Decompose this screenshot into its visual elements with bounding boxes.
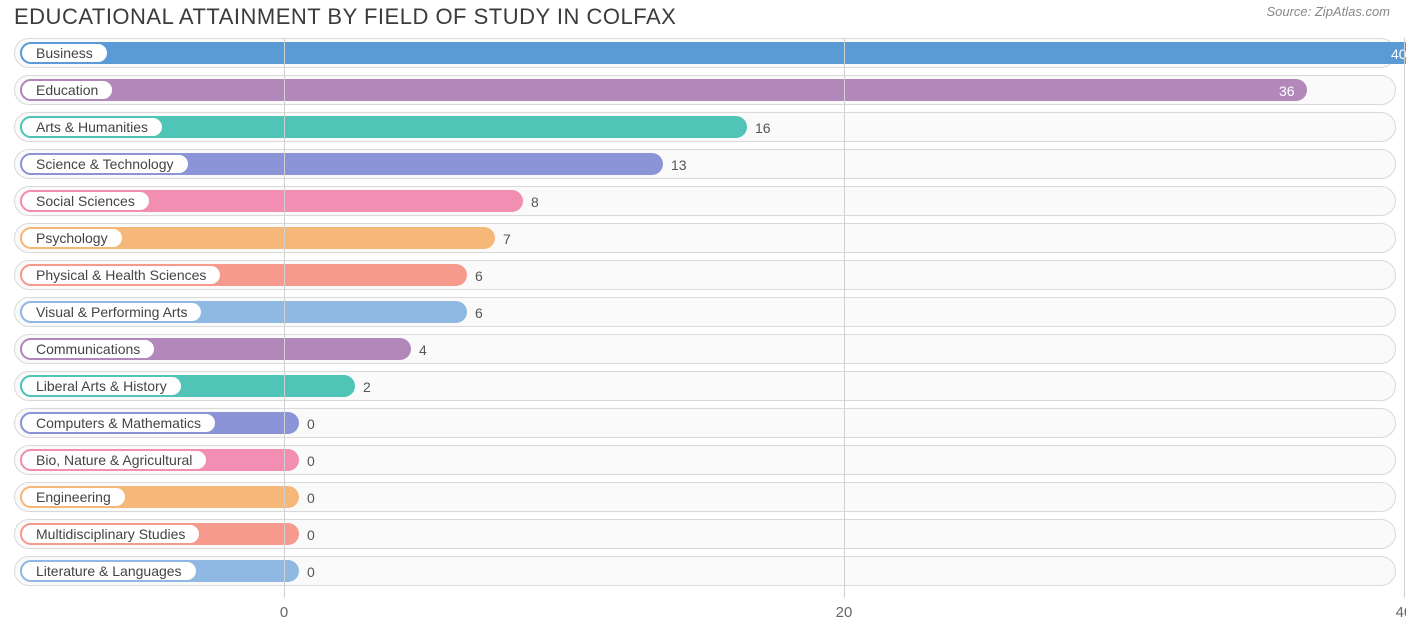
bar-label-pill: Education: [20, 79, 114, 101]
bar-row: Social Sciences 8: [14, 186, 1396, 216]
bar-label-pill: Engineering: [20, 486, 127, 508]
bar-value: 16: [755, 113, 771, 143]
bar-value: 0: [307, 409, 315, 439]
bar-row: Arts & Humanities 16: [14, 112, 1396, 142]
bar-row: Business40: [14, 38, 1396, 68]
chart-area: Business40Education36Arts & Humanities16…: [14, 38, 1396, 598]
bar-row: Bio, Nature & Agricultural 0: [14, 445, 1396, 475]
bar-value: 4: [419, 335, 427, 365]
bar-label-pill: Computers & Mathematics: [20, 412, 217, 434]
bar-row: Psychology 7: [14, 223, 1396, 253]
bar-label-pill: Science & Technology: [20, 153, 190, 175]
bar-row: Liberal Arts & History 2: [14, 371, 1396, 401]
chart-header: EDUCATIONAL ATTAINMENT BY FIELD OF STUDY…: [0, 0, 1406, 30]
bar-row: Multidisciplinary Studies 0: [14, 519, 1396, 549]
bar-label-pill: Liberal Arts & History: [20, 375, 183, 397]
bar-value: 2: [363, 372, 371, 402]
bar-label-pill: Arts & Humanities: [20, 116, 164, 138]
bar-row: Science & Technology 13: [14, 149, 1396, 179]
bar-value: 0: [307, 483, 315, 513]
gridline: [844, 38, 845, 598]
bar: [20, 79, 1307, 101]
bar-row: Visual & Performing Arts 6: [14, 297, 1396, 327]
gridline: [1404, 38, 1405, 598]
chart-title: EDUCATIONAL ATTAINMENT BY FIELD OF STUDY…: [14, 4, 676, 30]
bar-label-pill: Business: [20, 42, 109, 64]
bar-label-pill: Bio, Nature & Agricultural: [20, 449, 208, 471]
axis-tick-label: 20: [836, 604, 853, 621]
bar-value: 36: [1279, 76, 1295, 106]
x-axis: 02040: [14, 602, 1396, 626]
bar-row: Education 36: [14, 75, 1396, 105]
bar-row: Computers & Mathematics 0: [14, 408, 1396, 438]
bar-value: 8: [531, 187, 539, 217]
bar-row: Communications 4: [14, 334, 1396, 364]
bar-value: 0: [307, 520, 315, 550]
chart-source: Source: ZipAtlas.com: [1266, 4, 1390, 19]
gridline: [284, 38, 285, 598]
bar-value: 6: [475, 261, 483, 291]
bar-row: Engineering 0: [14, 482, 1396, 512]
bar-label-pill: Psychology: [20, 227, 124, 249]
bar-label-pill: Physical & Health Sciences: [20, 264, 222, 286]
bar-label-pill: Literature & Languages: [20, 560, 198, 582]
bar-value: 0: [307, 557, 315, 587]
bar-label-pill: Multidisciplinary Studies: [20, 523, 201, 545]
bar: [20, 42, 1406, 64]
bar-row: Physical & Health Sciences 6: [14, 260, 1396, 290]
bar-label-pill: Communications: [20, 338, 156, 360]
bar-value: 13: [671, 150, 687, 180]
axis-tick-label: 0: [280, 604, 288, 621]
axis-tick-label: 40: [1396, 604, 1406, 621]
bar-row: Literature & Languages 0: [14, 556, 1396, 586]
bar-value: 7: [503, 224, 511, 254]
bar-label-pill: Visual & Performing Arts: [20, 301, 203, 323]
bar-label-pill: Social Sciences: [20, 190, 151, 212]
bar-value: 0: [307, 446, 315, 476]
bar-value: 6: [475, 298, 483, 328]
